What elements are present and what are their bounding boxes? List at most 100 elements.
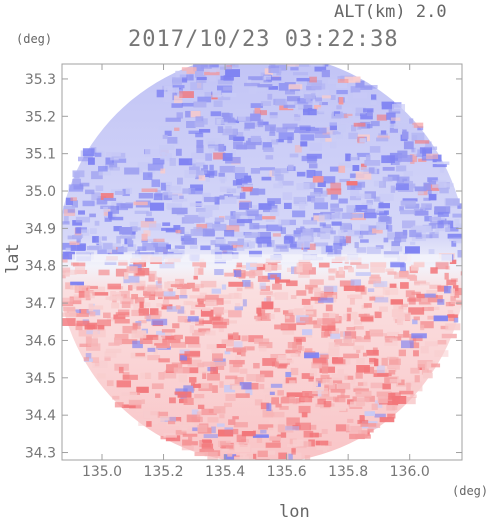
echo-cell [263, 147, 274, 152]
echo-cell [424, 183, 440, 191]
echo-cell [381, 357, 388, 366]
echo-cell [377, 135, 390, 139]
x-tick-label: 136.0 [390, 464, 430, 480]
echo-cell [295, 338, 302, 345]
echo-cell [393, 304, 403, 311]
echo-cell [65, 197, 73, 206]
echo-cell [327, 249, 338, 256]
echo-cell [137, 246, 147, 251]
echo-cell [349, 298, 355, 305]
echo-cell [232, 385, 242, 390]
echo-cell [218, 326, 224, 333]
echo-cell [345, 153, 351, 162]
echo-cell [88, 245, 102, 250]
echo-cell [201, 118, 208, 125]
echo-cell [330, 94, 336, 101]
echo-cell [282, 192, 293, 200]
echo-cell [92, 292, 109, 296]
echo-cell [111, 302, 120, 309]
echo-cell [234, 444, 251, 453]
echo-cell [215, 312, 222, 319]
echo-cell [163, 371, 177, 379]
echo-cell [287, 164, 294, 171]
echo-cell [119, 227, 133, 235]
echo-cell [172, 85, 185, 89]
x-ticks: 135.0 135.2 135.4 135.6 135.8 136.0 [82, 64, 430, 480]
echo-cell [218, 172, 225, 177]
echo-cell [256, 307, 262, 314]
echo-cell [304, 352, 319, 359]
echo-cell [363, 212, 377, 219]
echo-cell [305, 284, 318, 290]
echo-cell [413, 316, 420, 321]
echo-cell [121, 301, 131, 309]
echo-cell [377, 396, 388, 404]
echo-cell [322, 366, 328, 374]
echo-cell [198, 175, 206, 181]
echo-cell [387, 232, 401, 240]
echo-cell [353, 122, 366, 127]
echo-cell [434, 229, 440, 234]
y-tick-label: 35.3 [25, 72, 56, 88]
echo-cell [416, 225, 432, 233]
echo-cell [365, 330, 370, 339]
echo-cell [378, 203, 390, 209]
echo-cell [256, 435, 263, 443]
echo-cell [280, 227, 286, 234]
echo-cell [346, 326, 356, 331]
echo-cell [223, 454, 237, 460]
echo-cell [247, 79, 252, 85]
echo-cell [206, 344, 219, 350]
echo-cell [128, 399, 142, 406]
echo-cell [83, 357, 89, 362]
echo-cell [203, 170, 215, 175]
echo-cell [91, 171, 103, 180]
echo-cell [260, 101, 272, 106]
echo-cell [330, 333, 341, 339]
echo-cell [118, 259, 128, 266]
echo-cell [445, 301, 454, 307]
echo-cell [137, 302, 151, 307]
echo-cell [353, 319, 363, 325]
echo-cell [181, 427, 188, 432]
echo-cell [288, 84, 303, 90]
timestamp-title: 2017/10/23 03:22:38 [128, 27, 399, 52]
echo-cell [380, 130, 387, 135]
echo-cell [85, 343, 101, 351]
echo-cell [328, 342, 340, 350]
echo-cell [157, 109, 165, 117]
echo-cell [346, 313, 351, 322]
echo-cell [393, 123, 408, 129]
echo-cell [330, 141, 337, 149]
echo-cell [257, 242, 262, 248]
echo-cell [200, 280, 217, 288]
echo-cell [394, 272, 410, 279]
echo-cell [203, 196, 217, 203]
echo-cell [78, 290, 90, 298]
echo-cell [156, 89, 164, 98]
echo-cell [207, 373, 220, 381]
echo-cell [201, 330, 210, 335]
echo-cell [193, 383, 202, 388]
echo-cell [415, 282, 430, 286]
echo-cell [199, 213, 210, 219]
echo-cell [241, 186, 254, 192]
echo-cell [224, 229, 235, 237]
echo-cell [69, 241, 80, 245]
echo-cell [453, 317, 459, 323]
echo-cell [214, 196, 220, 205]
echo-cell [337, 78, 349, 84]
echo-cell [140, 220, 157, 228]
echo-cell [109, 162, 118, 168]
echo-cell [301, 298, 311, 305]
echo-cell [265, 412, 275, 417]
echo-cell [334, 249, 342, 257]
echo-cell [129, 299, 138, 306]
echo-cell [170, 283, 183, 288]
echo-cell [269, 112, 278, 119]
echo-cell [373, 196, 381, 202]
echo-cell [147, 167, 156, 174]
echo-cell [211, 349, 221, 353]
echo-cell [340, 392, 345, 398]
echo-cell [236, 262, 243, 268]
